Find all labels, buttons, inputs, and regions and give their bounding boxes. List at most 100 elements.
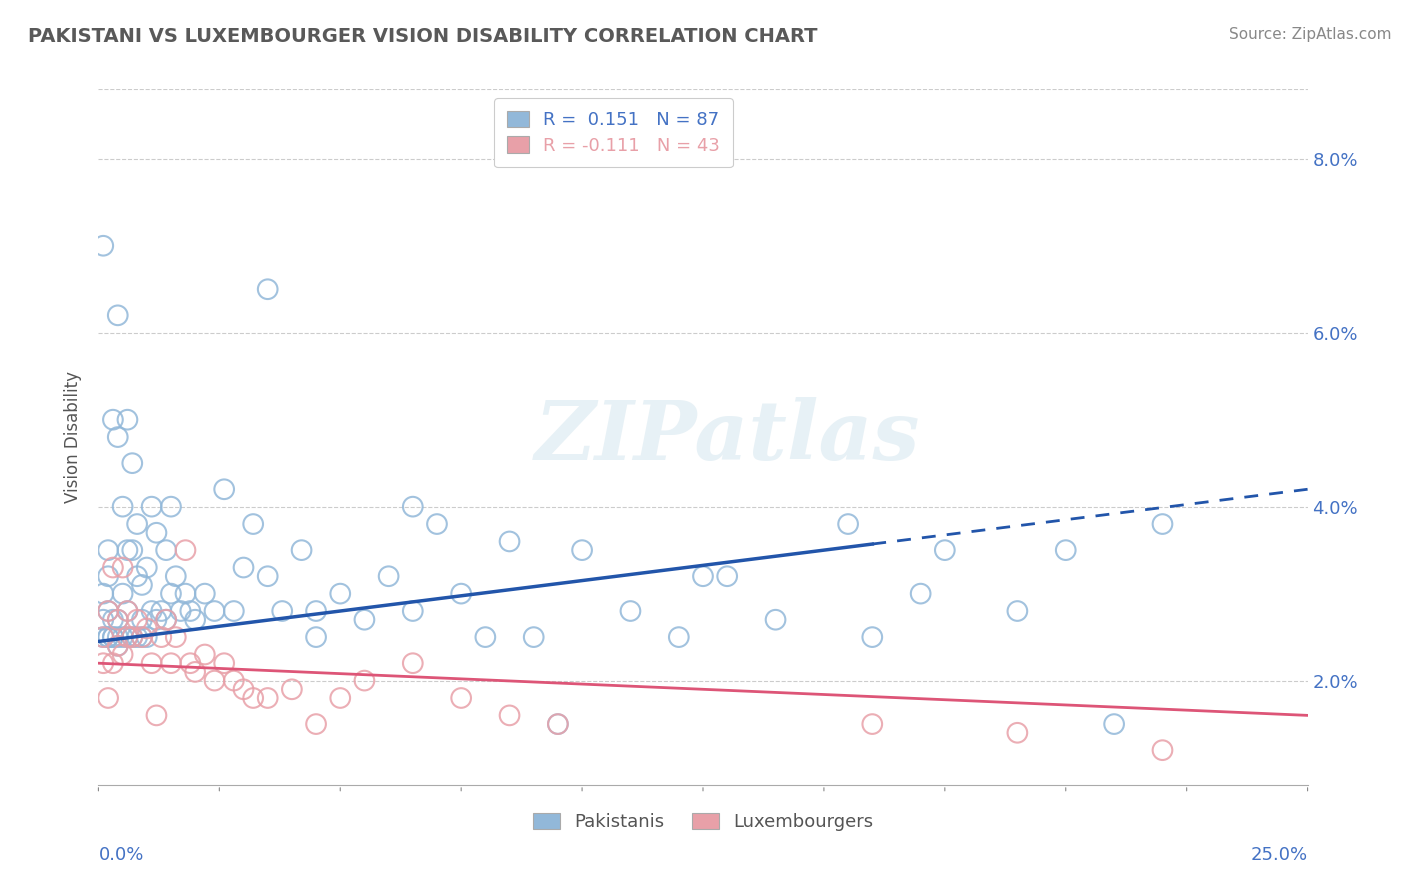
Point — [91, 657, 114, 671]
Point — [145, 525, 167, 540]
Point — [222, 673, 245, 688]
Point — [155, 543, 177, 558]
Text: ZIPatlas: ZIPatlas — [534, 397, 920, 477]
Point — [498, 534, 520, 549]
Text: 0.0%: 0.0% — [98, 846, 143, 863]
Point — [111, 648, 134, 662]
Point — [571, 543, 593, 558]
Point — [127, 630, 149, 644]
Point — [169, 604, 191, 618]
Point — [135, 560, 157, 574]
Point — [111, 500, 134, 514]
Point — [619, 604, 641, 618]
Point — [145, 708, 167, 723]
Point — [329, 690, 352, 705]
Point — [402, 604, 425, 618]
Point — [160, 657, 183, 671]
Point — [174, 587, 197, 601]
Point — [222, 604, 245, 618]
Point — [97, 630, 120, 644]
Point — [117, 604, 139, 618]
Point — [668, 630, 690, 644]
Point — [305, 717, 328, 731]
Point — [450, 690, 472, 705]
Point — [101, 657, 124, 671]
Point — [402, 500, 425, 514]
Point — [165, 630, 187, 644]
Point — [1054, 543, 1077, 558]
Point — [547, 717, 569, 731]
Point — [860, 630, 883, 644]
Point — [97, 569, 120, 583]
Legend: Pakistanis, Luxembourgers: Pakistanis, Luxembourgers — [526, 805, 880, 838]
Point — [498, 708, 520, 723]
Point — [121, 630, 143, 644]
Point — [141, 604, 163, 618]
Point — [184, 665, 207, 679]
Point — [97, 604, 120, 618]
Point — [290, 543, 312, 558]
Point — [474, 630, 496, 644]
Point — [426, 516, 449, 531]
Point — [91, 630, 114, 644]
Point — [165, 569, 187, 583]
Point — [179, 604, 201, 618]
Point — [121, 543, 143, 558]
Point — [101, 412, 124, 426]
Point — [281, 682, 304, 697]
Point — [547, 717, 569, 731]
Point — [910, 587, 932, 601]
Point — [1152, 516, 1174, 531]
Y-axis label: Vision Disability: Vision Disability — [65, 371, 83, 503]
Point — [111, 560, 134, 574]
Point — [107, 430, 129, 444]
Point — [212, 657, 235, 671]
Point — [117, 630, 139, 644]
Point — [860, 717, 883, 731]
Point — [765, 613, 787, 627]
Point — [329, 587, 352, 601]
Point — [232, 682, 254, 697]
Point — [204, 673, 226, 688]
Point — [150, 630, 173, 644]
Point — [1007, 726, 1029, 740]
Point — [101, 560, 124, 574]
Point — [117, 543, 139, 558]
Point — [934, 543, 956, 558]
Point — [91, 587, 114, 601]
Point — [450, 587, 472, 601]
Point — [107, 613, 129, 627]
Point — [111, 587, 134, 601]
Point — [271, 604, 294, 618]
Point — [184, 613, 207, 627]
Point — [160, 500, 183, 514]
Point — [242, 690, 264, 705]
Point — [179, 657, 201, 671]
Point — [97, 630, 120, 644]
Point — [150, 604, 173, 618]
Point — [107, 309, 129, 323]
Point — [305, 604, 328, 618]
Point — [402, 657, 425, 671]
Point — [97, 690, 120, 705]
Point — [160, 587, 183, 601]
Point — [155, 613, 177, 627]
Point — [111, 630, 134, 644]
Point — [107, 639, 129, 653]
Point — [256, 690, 278, 705]
Point — [135, 621, 157, 635]
Point — [91, 238, 114, 252]
Point — [716, 569, 738, 583]
Point — [107, 613, 129, 627]
Point — [212, 482, 235, 496]
Point — [232, 560, 254, 574]
Point — [107, 639, 129, 653]
Point — [1102, 717, 1125, 731]
Point — [131, 613, 153, 627]
Point — [256, 569, 278, 583]
Point — [131, 578, 153, 592]
Point — [127, 569, 149, 583]
Point — [256, 282, 278, 296]
Point — [101, 630, 124, 644]
Point — [91, 630, 114, 644]
